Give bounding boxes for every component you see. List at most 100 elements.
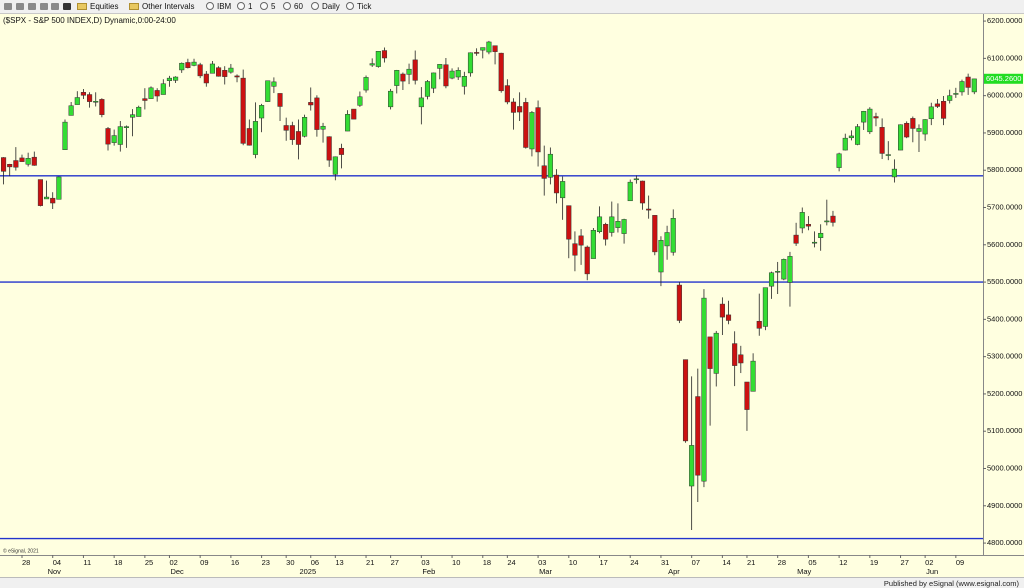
month-label: Jun — [926, 567, 938, 576]
candle-body — [37, 179, 43, 206]
tool-icon[interactable] — [51, 3, 59, 10]
candle-body — [394, 70, 400, 86]
folder-icon — [129, 3, 139, 10]
candle-body — [750, 360, 756, 392]
x-tick-label: 02 — [925, 558, 933, 567]
candle-body — [535, 107, 541, 153]
candle-body — [357, 96, 363, 106]
candle-body — [320, 125, 326, 130]
footer-text: Published by eSignal (www.esignal.com) — [883, 579, 1019, 588]
candle-body — [418, 97, 424, 108]
radio-icon — [311, 2, 319, 10]
candle-body — [885, 154, 891, 156]
candle-body — [854, 126, 861, 145]
chart-background — [0, 14, 1024, 577]
candle-body — [381, 50, 388, 59]
candle-body — [824, 220, 830, 223]
candle-body — [928, 106, 934, 120]
interval-button[interactable]: Tick — [357, 2, 372, 11]
candle-body — [216, 67, 222, 77]
candle-body — [338, 147, 345, 155]
candle-body — [486, 41, 492, 53]
candle-body — [756, 320, 762, 329]
candle-body — [44, 196, 50, 200]
menu-button[interactable]: Equities — [90, 2, 119, 11]
month-label: Dec — [170, 567, 184, 576]
candle-body — [578, 235, 584, 246]
candle-body — [787, 256, 793, 283]
candle-body — [111, 135, 117, 143]
copyright: © eSignal, 2021 — [3, 547, 39, 554]
candle-body — [904, 122, 910, 138]
tool-icon[interactable] — [28, 3, 36, 10]
candle-body — [664, 232, 670, 247]
candle-body — [732, 343, 738, 366]
candle-body — [898, 124, 904, 151]
candle-body — [136, 106, 142, 117]
candle-body — [762, 287, 768, 327]
y-tick-label: 6000.0000 — [987, 91, 1022, 100]
x-tick-label: 12 — [839, 558, 847, 567]
candle-body — [633, 178, 639, 181]
candle-body — [289, 125, 295, 140]
candle-body — [388, 90, 394, 108]
x-tick-label: 09 — [200, 558, 208, 567]
y-tick-label: 4800.0000 — [987, 538, 1022, 547]
candle-body — [517, 106, 523, 113]
candle-body — [308, 102, 314, 106]
x-tick-label: 18 — [483, 558, 491, 567]
interval-button[interactable]: 1 — [248, 2, 253, 11]
candle-body — [375, 51, 381, 67]
candle-body — [793, 234, 799, 244]
candle-body — [584, 246, 590, 275]
interval-button[interactable]: 60 — [294, 2, 303, 11]
candle-body — [203, 73, 209, 84]
candle-body — [295, 131, 302, 145]
candle-body — [326, 136, 332, 161]
tool-icon[interactable] — [4, 3, 12, 10]
candle-body — [31, 156, 37, 166]
x-tick-label: 31 — [661, 558, 669, 567]
interval-button[interactable]: 5 — [271, 2, 276, 11]
month-label: Feb — [422, 567, 435, 576]
symbol-button[interactable]: IBM — [217, 2, 232, 11]
candle-body — [861, 111, 867, 123]
candle-body — [504, 85, 510, 103]
candle-body — [646, 208, 652, 211]
x-tick-label: 16 — [231, 558, 239, 567]
x-tick-label: 25 — [145, 558, 153, 567]
candle-body — [510, 101, 517, 113]
candle-body — [160, 83, 166, 95]
tool-icon[interactable] — [63, 3, 71, 10]
x-tick-label: 17 — [600, 558, 608, 567]
tool-icon[interactable] — [40, 3, 48, 10]
tool-icon[interactable] — [16, 3, 24, 10]
candle-body — [676, 284, 682, 321]
candle-body — [283, 125, 289, 131]
candle-body — [369, 63, 375, 66]
candle-body — [265, 80, 271, 102]
last-price-box — [984, 73, 1023, 84]
candle-body — [400, 73, 406, 82]
candle-body — [781, 259, 787, 280]
x-tick-label: 06 — [311, 558, 319, 567]
x-tick-label: 02 — [169, 558, 177, 567]
candle-body — [891, 168, 897, 178]
interval-button[interactable]: Daily — [322, 2, 340, 11]
x-tick-label: 28 — [778, 558, 786, 567]
x-tick-label: 19 — [870, 558, 878, 567]
candle-body — [768, 272, 775, 287]
menu-button[interactable]: Other Intervals — [142, 2, 195, 11]
candle-body — [566, 205, 572, 240]
candle-body — [941, 100, 947, 119]
candle-body — [246, 128, 252, 146]
y-tick-label: 5500.0000 — [987, 277, 1022, 286]
candle-body — [879, 127, 885, 154]
candle-body — [173, 76, 179, 81]
candle-body — [68, 105, 74, 116]
candle-body — [240, 77, 246, 144]
candle-body — [228, 67, 234, 73]
x-tick-label: 03 — [538, 558, 546, 567]
candle-body — [277, 93, 283, 107]
candle-body — [234, 75, 240, 78]
